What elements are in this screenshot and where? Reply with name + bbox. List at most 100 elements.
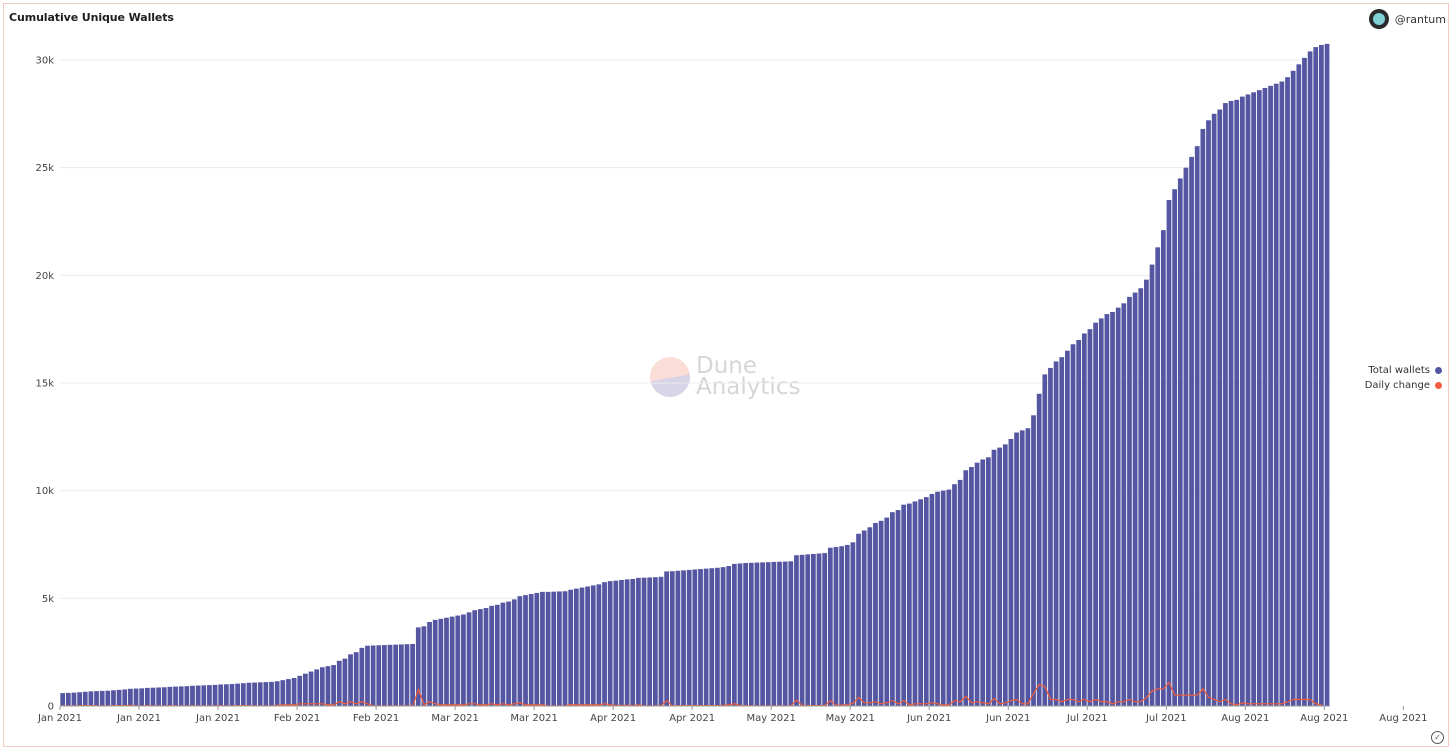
total-wallets-bar[interactable] xyxy=(506,601,511,706)
total-wallets-bar[interactable] xyxy=(816,553,822,706)
total-wallets-bar[interactable] xyxy=(703,568,709,706)
total-wallets-bar[interactable] xyxy=(1262,87,1268,706)
total-wallets-bar[interactable] xyxy=(760,562,765,706)
total-wallets-bar[interactable] xyxy=(573,588,579,706)
total-wallets-bar[interactable] xyxy=(1166,199,1172,706)
total-wallets-bar[interactable] xyxy=(195,685,201,706)
total-wallets-bar[interactable] xyxy=(1296,64,1302,707)
total-wallets-bar[interactable] xyxy=(1273,83,1279,707)
total-wallets-bar[interactable] xyxy=(1160,230,1166,706)
total-wallets-bar[interactable] xyxy=(974,462,980,706)
total-wallets-bar[interactable] xyxy=(319,667,325,706)
total-wallets-bar[interactable] xyxy=(382,645,387,706)
total-wallets-bar[interactable] xyxy=(517,596,523,706)
total-wallets-bar[interactable] xyxy=(1189,156,1194,706)
total-wallets-bar[interactable] xyxy=(827,547,833,706)
total-wallets-bar[interactable] xyxy=(65,692,71,706)
total-wallets-bar[interactable] xyxy=(1081,333,1087,706)
total-wallets-bar[interactable] xyxy=(1144,279,1149,706)
total-wallets-bar[interactable] xyxy=(715,567,720,706)
total-wallets-bar[interactable] xyxy=(963,470,969,706)
total-wallets-bar[interactable] xyxy=(822,553,828,706)
total-wallets-bar[interactable] xyxy=(128,688,133,706)
total-wallets-bar[interactable] xyxy=(1251,92,1257,707)
total-wallets-bar[interactable] xyxy=(1245,94,1251,707)
total-wallets-bar[interactable] xyxy=(681,570,686,706)
total-wallets-bar[interactable] xyxy=(794,555,799,706)
total-wallets-bar[interactable] xyxy=(528,594,534,706)
author-badge[interactable]: @rantum xyxy=(1368,9,1446,29)
total-wallets-bar[interactable] xyxy=(190,685,195,706)
total-wallets-bar[interactable] xyxy=(1211,113,1217,707)
total-wallets-bar[interactable] xyxy=(444,617,449,706)
total-wallets-bar[interactable] xyxy=(1172,189,1177,706)
total-wallets-bar[interactable] xyxy=(99,690,105,706)
total-wallets-bar[interactable] xyxy=(438,618,444,706)
total-wallets-bar[interactable] xyxy=(675,570,681,706)
total-wallets-bar[interactable] xyxy=(1302,57,1307,706)
total-wallets-bar[interactable] xyxy=(602,582,607,706)
total-wallets-bar[interactable] xyxy=(1065,350,1070,706)
total-wallets-bar[interactable] xyxy=(523,595,528,706)
total-wallets-bar[interactable] xyxy=(77,692,82,706)
total-wallets-bar[interactable] xyxy=(274,681,280,706)
total-wallets-bar[interactable] xyxy=(223,684,229,706)
total-wallets-bar[interactable] xyxy=(664,571,669,706)
total-wallets-bar[interactable] xyxy=(483,608,489,706)
total-wallets-bar[interactable] xyxy=(421,626,427,706)
total-wallets-bar[interactable] xyxy=(890,512,895,706)
total-wallets-bar[interactable] xyxy=(494,604,500,706)
total-wallets-bar[interactable] xyxy=(1177,178,1183,706)
total-wallets-bar[interactable] xyxy=(353,652,359,706)
total-wallets-bar[interactable] xyxy=(1256,90,1262,706)
total-wallets-bar[interactable] xyxy=(720,567,726,706)
total-wallets-bar[interactable] xyxy=(139,688,145,706)
total-wallets-bar[interactable] xyxy=(805,554,811,706)
total-wallets-bar[interactable] xyxy=(1076,339,1082,706)
total-wallets-bar[interactable] xyxy=(771,561,777,706)
total-wallets-bar[interactable] xyxy=(1098,318,1104,706)
total-wallets-bar[interactable] xyxy=(116,689,122,706)
total-wallets-bar[interactable] xyxy=(466,612,472,706)
total-wallets-bar[interactable] xyxy=(207,685,212,706)
total-wallets-bar[interactable] xyxy=(878,520,884,706)
total-wallets-bar[interactable] xyxy=(449,616,455,706)
total-wallets-bar[interactable] xyxy=(218,684,224,706)
total-wallets-bar[interactable] xyxy=(156,687,161,706)
total-wallets-bar[interactable] xyxy=(1031,415,1036,706)
total-wallets-bar[interactable] xyxy=(173,686,178,706)
total-wallets-bar[interactable] xyxy=(1048,367,1053,706)
total-wallets-bar[interactable] xyxy=(1025,428,1031,706)
total-wallets-bar[interactable] xyxy=(1008,438,1014,706)
total-wallets-bar[interactable] xyxy=(1036,393,1042,706)
total-wallets-bar[interactable] xyxy=(1307,51,1313,707)
total-wallets-bar[interactable] xyxy=(461,614,466,706)
total-wallets-bar[interactable] xyxy=(1200,128,1206,706)
total-wallets-bar[interactable] xyxy=(613,580,619,706)
total-wallets-bar[interactable] xyxy=(235,683,241,706)
total-wallets-bar[interactable] xyxy=(1042,374,1048,706)
total-wallets-bar[interactable] xyxy=(867,527,873,706)
total-wallets-bar[interactable] xyxy=(952,484,957,706)
total-wallets-bar[interactable] xyxy=(861,530,867,706)
total-wallets-bar[interactable] xyxy=(619,580,624,706)
total-wallets-bar[interactable] xyxy=(212,684,218,706)
total-wallets-bar[interactable] xyxy=(630,578,636,706)
total-wallets-bar[interactable] xyxy=(811,553,816,706)
total-wallets-bar[interactable] xyxy=(150,687,156,706)
total-wallets-bar[interactable] xyxy=(511,599,517,706)
total-wallets-bar[interactable] xyxy=(534,592,540,706)
total-wallets-bar[interactable] xyxy=(1319,44,1324,707)
total-wallets-bar[interactable] xyxy=(557,591,562,706)
total-wallets-bar[interactable] xyxy=(641,577,647,706)
total-wallets-bar[interactable] xyxy=(1313,47,1319,706)
total-wallets-bar[interactable] xyxy=(1206,120,1211,706)
total-wallets-bar[interactable] xyxy=(1223,103,1228,707)
total-wallets-bar[interactable] xyxy=(957,479,963,706)
total-wallets-bar[interactable] xyxy=(376,645,382,706)
total-wallets-bar[interactable] xyxy=(562,591,568,706)
total-wallets-bar[interactable] xyxy=(404,644,410,706)
total-wallets-bar[interactable] xyxy=(669,571,675,706)
total-wallets-bar[interactable] xyxy=(765,562,771,706)
total-wallets-bar[interactable] xyxy=(167,686,173,706)
